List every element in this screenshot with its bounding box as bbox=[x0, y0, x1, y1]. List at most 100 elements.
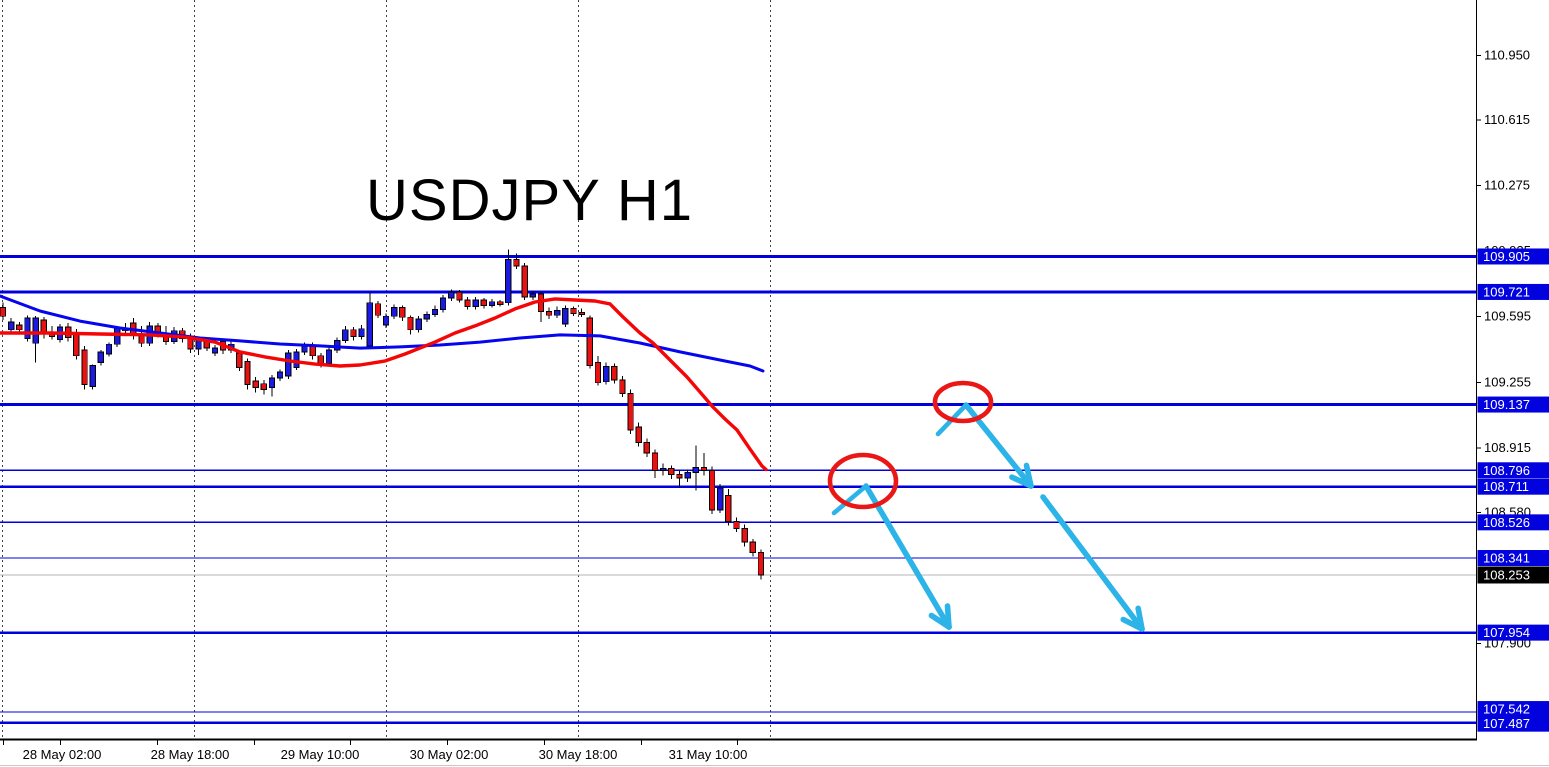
candle-body bbox=[24, 317, 31, 339]
sr-price-label-box bbox=[1477, 514, 1549, 531]
time-axis-label: 30 May 02:00 bbox=[410, 747, 489, 762]
candle-body bbox=[0, 307, 7, 317]
time-axis-label: 31 May 10:00 bbox=[669, 747, 748, 762]
sr-price-label: 108.341 bbox=[1483, 551, 1530, 566]
sr-price-label-box bbox=[1477, 396, 1549, 413]
candle-body bbox=[757, 551, 765, 576]
candle-body bbox=[643, 442, 651, 454]
candle-body bbox=[513, 258, 520, 267]
candle-body bbox=[521, 265, 528, 298]
candle-body bbox=[619, 379, 626, 394]
candle-body bbox=[244, 361, 251, 386]
candle-body bbox=[472, 299, 479, 308]
candle-body bbox=[260, 383, 267, 390]
candle-body bbox=[480, 299, 487, 307]
candle-body bbox=[733, 521, 740, 529]
time-axis-label: 28 May 02:00 bbox=[23, 747, 102, 762]
candle-body bbox=[423, 313, 430, 320]
candle-body bbox=[488, 301, 496, 307]
bid-price-label: 108.253 bbox=[1483, 567, 1530, 582]
candle-body bbox=[285, 352, 292, 377]
candle-body bbox=[276, 371, 284, 379]
down-arrow-shaft[interactable] bbox=[1040, 494, 1145, 632]
sr-price-label: 109.721 bbox=[1483, 284, 1530, 299]
candle-body bbox=[252, 380, 259, 389]
ma-slow-blue-indicator-line bbox=[0, 294, 765, 373]
down-arrow-head bbox=[1120, 616, 1145, 632]
candle-body bbox=[342, 329, 349, 341]
candle-body bbox=[73, 332, 80, 357]
candle-body bbox=[268, 377, 276, 389]
down-arrow-shaft[interactable] bbox=[863, 483, 952, 630]
price-axis-tick-label: 109.255 bbox=[1484, 374, 1531, 389]
candle-body bbox=[7, 321, 15, 331]
candle-body bbox=[439, 297, 447, 310]
price-axis-tick-label: 110.950 bbox=[1484, 48, 1530, 63]
candle-body bbox=[89, 364, 96, 388]
candle-body bbox=[399, 307, 406, 318]
candle-body bbox=[211, 347, 219, 354]
candle-body bbox=[382, 315, 390, 326]
sr-price-label-box bbox=[1477, 478, 1549, 495]
candle-body bbox=[668, 468, 675, 475]
candle-body bbox=[293, 351, 300, 368]
chart-title: USDJPY H1 bbox=[366, 168, 694, 233]
sr-price-label: 107.954 bbox=[1483, 625, 1530, 640]
sr-price-label-box bbox=[1477, 283, 1549, 300]
sr-price-label-box bbox=[1477, 624, 1549, 641]
time-axis-label: 28 May 18:00 bbox=[151, 747, 230, 762]
candle-body bbox=[415, 318, 422, 331]
sr-price-label: 109.137 bbox=[1483, 397, 1530, 412]
sr-price-label-box bbox=[1477, 248, 1549, 265]
candle-body bbox=[749, 541, 756, 553]
candle-body bbox=[334, 339, 341, 351]
candle-body bbox=[554, 310, 561, 316]
candle-body bbox=[692, 467, 699, 473]
price-axis-tick-label: 110.615 bbox=[1484, 112, 1530, 127]
candle-body bbox=[545, 310, 553, 316]
price-axis-tick-label: 110.275 bbox=[1484, 178, 1530, 193]
candle-body bbox=[32, 317, 39, 344]
candle-body bbox=[505, 258, 512, 304]
candle-body bbox=[570, 308, 577, 314]
candle-body bbox=[635, 426, 642, 443]
candle-body bbox=[317, 355, 324, 364]
price-axis-tick-label: 108.915 bbox=[1484, 440, 1531, 455]
bid-price-label-box bbox=[1477, 566, 1549, 584]
candle-body bbox=[529, 293, 536, 298]
candle-body bbox=[497, 301, 504, 306]
down-arrow-head bbox=[1009, 474, 1034, 489]
candle-body bbox=[350, 329, 357, 337]
sr-price-label-box bbox=[1477, 550, 1549, 567]
sr-price-label: 107.487 bbox=[1483, 716, 1530, 731]
projection-leg-line[interactable] bbox=[831, 483, 869, 516]
candle-body bbox=[708, 470, 716, 511]
candle-body bbox=[700, 467, 708, 471]
highlight-circle[interactable] bbox=[932, 380, 994, 424]
time-axis-label: 30 May 18:00 bbox=[539, 747, 618, 762]
candle-body bbox=[366, 302, 373, 347]
candle-body bbox=[81, 349, 88, 386]
time-axis-drag-zone[interactable] bbox=[0, 740, 1549, 767]
candle-body bbox=[358, 328, 365, 337]
candle-body bbox=[611, 365, 618, 381]
ma-fast-red-indicator-line bbox=[0, 297, 768, 472]
candle-body bbox=[464, 299, 471, 308]
sr-price-label-box bbox=[1477, 462, 1549, 479]
candle-body bbox=[431, 309, 439, 315]
candle-body bbox=[562, 308, 569, 325]
candle-body bbox=[578, 311, 585, 315]
candle-body bbox=[105, 343, 113, 355]
candle-body bbox=[16, 324, 23, 331]
candle-body bbox=[651, 452, 659, 471]
sr-price-label: 108.711 bbox=[1483, 479, 1529, 494]
sr-price-label: 108.526 bbox=[1483, 515, 1530, 530]
price-axis-drag-zone[interactable] bbox=[1477, 0, 1549, 739]
candle-body bbox=[391, 307, 398, 317]
candle-body bbox=[602, 365, 610, 383]
sr-price-label: 108.796 bbox=[1483, 463, 1530, 478]
highlight-circle[interactable] bbox=[827, 452, 899, 510]
sr-price-label: 107.542 bbox=[1483, 702, 1530, 717]
